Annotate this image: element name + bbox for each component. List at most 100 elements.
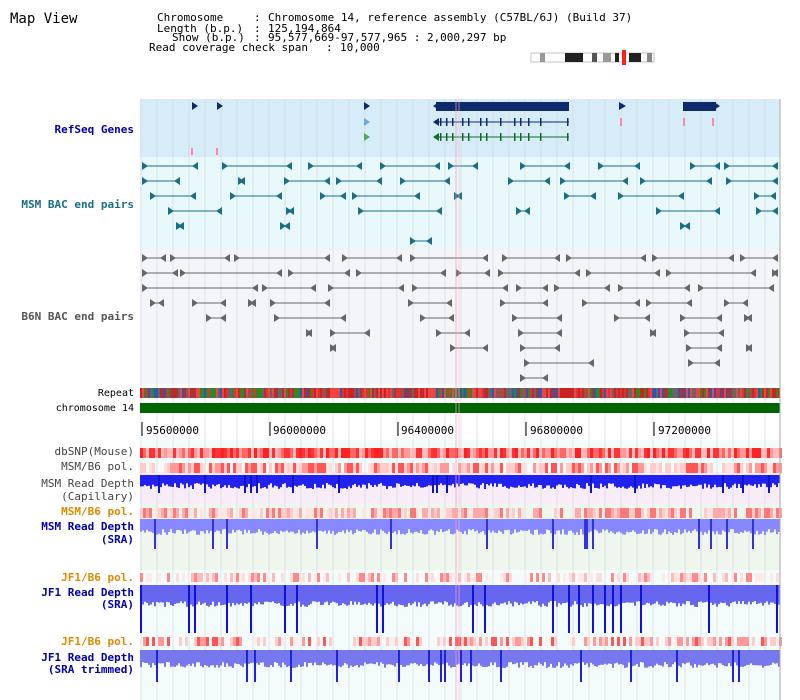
track-cell (326, 448, 329, 458)
jf1-read-depth-trimmed-track[interactable] (140, 650, 780, 682)
track-cell (542, 448, 545, 458)
gene-arrow[interactable] (217, 102, 223, 110)
depth-bar (388, 585, 390, 605)
repeat-block (256, 388, 258, 398)
track-cell (389, 637, 392, 646)
track-cell (356, 573, 359, 582)
depth-bar (364, 585, 366, 604)
gene-body[interactable] (683, 102, 716, 111)
chromosome-value: Chromosome 14, reference assembly (C57BL… (268, 11, 632, 24)
repeat-block (492, 388, 494, 398)
bac-end-glyph (582, 299, 588, 307)
track-cell (197, 463, 200, 473)
track-cell (695, 448, 698, 458)
track-cell (728, 637, 731, 646)
gene-arrow[interactable] (619, 102, 626, 110)
depth-bar (596, 519, 598, 531)
depth-bar (470, 519, 472, 531)
track-cell (494, 463, 497, 473)
track-cell (770, 637, 773, 646)
repeat-block (374, 388, 376, 398)
depth-bar (456, 650, 458, 665)
track-cell (683, 508, 686, 518)
depth-bar (156, 519, 158, 535)
track-cell (350, 508, 353, 518)
depth-bar (400, 519, 402, 535)
gene-arrow[interactable] (364, 118, 370, 126)
track-cell (230, 508, 233, 518)
repeat-block (518, 388, 520, 398)
track-cell (530, 448, 533, 458)
depth-bar (570, 650, 572, 665)
depth-spike (580, 650, 582, 682)
repeat-block (366, 388, 368, 398)
depth-bar (186, 475, 188, 484)
bac-end-glyph (482, 344, 488, 352)
msm-read-depth-capillary-track[interactable] (140, 475, 780, 493)
track-cell (395, 508, 398, 518)
depth-bar (628, 519, 630, 533)
depth-bar (196, 519, 198, 535)
bac-end-glyph (178, 222, 184, 230)
track-cell (191, 448, 194, 458)
depth-bar (654, 475, 656, 484)
depth-bar (214, 475, 216, 487)
track-cell (692, 637, 695, 646)
msm-bac-end-pairs-track[interactable] (142, 162, 778, 245)
repeat-block (370, 388, 372, 398)
track-cell (671, 573, 674, 582)
repeat-track[interactable] (140, 388, 780, 398)
gene-arrow[interactable] (364, 133, 370, 141)
depth-spike (158, 475, 160, 493)
track-cell (200, 573, 203, 582)
dbsnp-track[interactable] (140, 448, 782, 458)
gene-arrow[interactable] (364, 102, 370, 110)
jf1-read-depth-sra-track[interactable] (140, 585, 780, 633)
depth-bar (774, 475, 776, 485)
depth-bar (166, 585, 168, 602)
bac-end-glyph (542, 299, 548, 307)
depth-bar (322, 650, 324, 663)
msm-b6-pol-track[interactable] (140, 463, 782, 473)
track-cell (569, 637, 572, 646)
refseq-genes-track[interactable] (191, 102, 720, 155)
repeat-block (660, 388, 662, 398)
depth-bar (714, 475, 716, 485)
track-cell (533, 463, 536, 473)
jf1-b6-pol-track[interactable] (140, 573, 779, 582)
track-cell (269, 463, 272, 473)
depth-bar (696, 585, 698, 607)
depth-bar (638, 585, 640, 602)
gene-arrow[interactable] (714, 102, 720, 110)
bac-end-glyph (230, 192, 236, 200)
depth-bar (332, 650, 334, 666)
msm-read-depth-sra-track[interactable] (140, 519, 780, 549)
depth-bar (396, 585, 398, 607)
gene-body[interactable] (436, 102, 569, 111)
track-cell (173, 463, 176, 473)
track-cell (230, 573, 233, 582)
depth-bar (472, 519, 474, 530)
track-cell (689, 573, 692, 582)
repeat-block (688, 388, 690, 398)
jf1-b6-pol-track-2[interactable] (143, 637, 782, 646)
repeat-block (712, 388, 714, 398)
gene-arrow[interactable] (192, 102, 198, 110)
exon (446, 118, 448, 126)
depth-bar (592, 475, 594, 484)
depth-bar (292, 585, 294, 606)
chromosome-band[interactable] (140, 403, 780, 413)
msm-b6-pol-track-2[interactable] (140, 508, 782, 518)
b6n-bac-end-pairs-track[interactable] (142, 254, 778, 382)
depth-bar (670, 519, 672, 533)
chromosome-ideogram[interactable] (530, 50, 655, 65)
repeat-block (408, 388, 410, 398)
track-cell (326, 573, 329, 582)
depth-bar (754, 475, 756, 485)
track-cell (278, 508, 281, 518)
depth-bar (760, 519, 762, 534)
track-cell (143, 508, 146, 518)
depth-bar (590, 585, 592, 604)
depth-bar (542, 650, 544, 666)
depth-bar (588, 585, 590, 604)
